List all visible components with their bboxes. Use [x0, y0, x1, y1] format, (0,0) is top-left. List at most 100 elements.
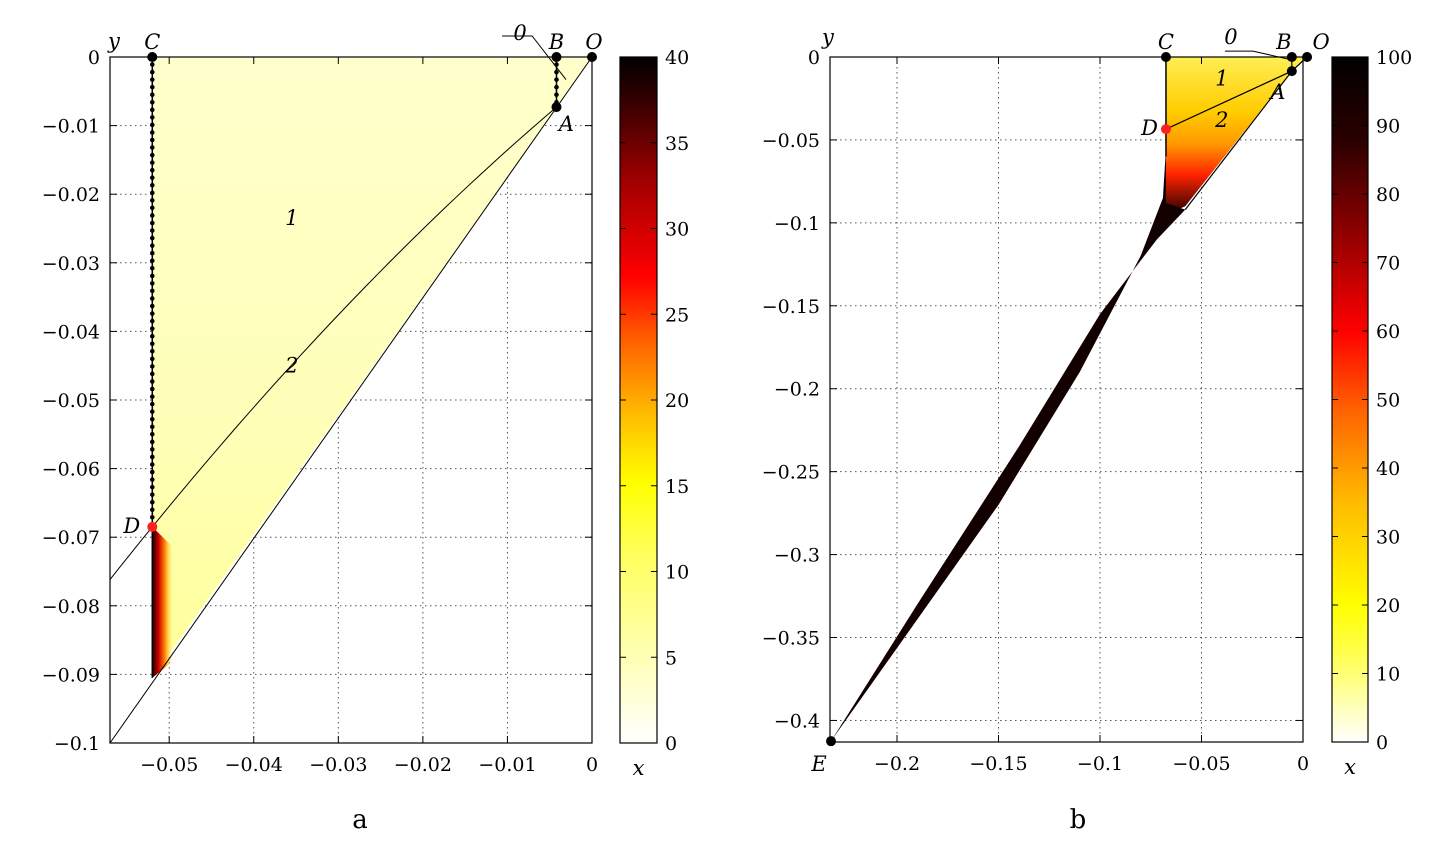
bead-marker [149, 69, 155, 75]
bead-marker [149, 235, 155, 241]
boundary-line [1184, 70, 1293, 210]
region-annotation: 1 [285, 206, 298, 230]
point-label-o: O [585, 30, 602, 54]
bead-marker [149, 190, 155, 196]
bead-marker [149, 99, 155, 105]
y-tick-label: −0.3 [774, 545, 820, 567]
bead-marker [149, 288, 155, 294]
point-label-a: A [1268, 80, 1285, 104]
point-b [551, 52, 562, 62]
y-tick-label: −0.35 [762, 628, 820, 650]
heatmap-dark-wedge [831, 148, 1186, 742]
y-tick-label: −0.08 [42, 596, 100, 618]
label-leader-line [502, 35, 567, 80]
bead-marker [149, 386, 155, 392]
bead-marker [149, 213, 155, 218]
bead-marker [149, 77, 155, 82]
bead-marker [149, 507, 155, 513]
x-tick-label: −0.05 [140, 754, 198, 776]
panel-a-x-ticks: −0.05 −0.04 −0.03 −0.02 −0.01 0 [140, 57, 598, 776]
y-tick-label: 0 [808, 47, 820, 69]
panel-b-label: b [1070, 805, 1087, 835]
colorbar-tick-label: 25 [665, 304, 689, 326]
point-label-c: C [1158, 30, 1174, 54]
bead-marker [149, 311, 155, 316]
bead-marker [149, 492, 155, 497]
bead-marker [149, 364, 155, 369]
y-tick-label: −0.09 [42, 664, 100, 686]
point-label-d: D [122, 514, 140, 538]
bead-marker [149, 160, 155, 165]
bead-marker [149, 348, 155, 354]
separatrix-curve [1165, 70, 1293, 130]
y-tick-label: −0.07 [42, 527, 100, 549]
bead-marker [149, 447, 155, 452]
separatrix-curve [109, 106, 557, 580]
panel-a-annotations: 1 2 0 [284, 21, 527, 378]
colorbar-tick-label: 70 [1376, 253, 1400, 275]
y-tick-label: −0.05 [42, 390, 100, 412]
panel-b-chart: −0.2 −0.15 −0.1 −0.05 0 0−0.05−0.1−0.15−0.2−… [762, 25, 1413, 835]
panel-b-x-ticks: −0.2 −0.15 −0.1 −0.05 0 [874, 57, 1309, 775]
colorbar-tick-label: 10 [665, 562, 689, 584]
y-tick-label: −0.06 [42, 459, 100, 481]
bead-marker [149, 424, 155, 430]
panel-a-colorbar: 0 5 10 15 20 25 30 35 40 x [619, 47, 689, 780]
boundary-line [109, 56, 593, 744]
point-a [1286, 66, 1297, 77]
point-d [1160, 124, 1171, 135]
point-o [587, 52, 597, 62]
bead-marker [149, 303, 155, 309]
colorbar-tick-label: 0 [1376, 732, 1388, 754]
x-tick-label: −0.2 [874, 753, 920, 775]
point-label-c: C [144, 30, 160, 54]
panel-b-colorbar: 0 10 20 30 40 50 60 70 80 90 100 x [1331, 47, 1412, 779]
panel-a-heatmap [152, 57, 592, 678]
colorbar-tick-label: 0 [665, 733, 677, 755]
bead-marker [149, 273, 155, 279]
region-annotation: 2 [284, 354, 298, 378]
bead-marker [149, 220, 155, 226]
y-tick-label: −0.15 [762, 296, 820, 318]
bead-marker [149, 130, 155, 135]
bead-marker [149, 167, 155, 173]
bead-marker [149, 401, 155, 407]
bead-marker [149, 409, 155, 414]
bead-marker [149, 394, 155, 399]
bead-marker [149, 92, 155, 98]
y-tick-label: −0.02 [42, 184, 100, 206]
bead-marker [554, 92, 559, 98]
x-tick-label: 0 [586, 754, 598, 776]
bead-marker [149, 182, 155, 188]
bead-marker [149, 115, 155, 120]
panel-b-y-ticks: 0 −0.05 −0.1 −0.15 −0.2 −0.25 −0.3 −0.35 −0.4 [762, 47, 1303, 732]
heatmap-hot-edge [152, 526, 174, 678]
colorbar-label: x [1344, 755, 1356, 779]
y-tick-label: −0.4 [774, 710, 820, 732]
bead-marker [149, 341, 155, 347]
x-tick-label: −0.1 [1077, 753, 1123, 775]
colorbar-tick-label: 20 [665, 390, 689, 412]
colorbar-tick-label: 40 [1376, 458, 1400, 480]
bead-marker [149, 84, 155, 90]
bead-marker [149, 122, 155, 128]
x-tick-label: −0.04 [225, 754, 283, 776]
bead-marker [554, 77, 559, 82]
heatmap-warm-region [1165, 57, 1308, 215]
bead-marker [149, 318, 155, 324]
bead-marker [149, 243, 155, 248]
heatmap-region [152, 57, 592, 678]
bead-marker [149, 228, 155, 233]
colorbar-tick-label: 30 [1376, 527, 1400, 549]
bead-marker [149, 145, 155, 150]
x-tick-label: −0.05 [1172, 753, 1230, 775]
bead-marker [149, 462, 155, 467]
x-tick-label: −0.02 [394, 754, 452, 776]
label-leader-line [1224, 50, 1288, 60]
colorbar-tick-label: 50 [1376, 390, 1400, 412]
point-label-b: B [1275, 30, 1291, 54]
bead-marker [554, 69, 559, 75]
colorbar-tick-label: 15 [665, 476, 689, 498]
region-annotation: 2 [1214, 108, 1228, 132]
